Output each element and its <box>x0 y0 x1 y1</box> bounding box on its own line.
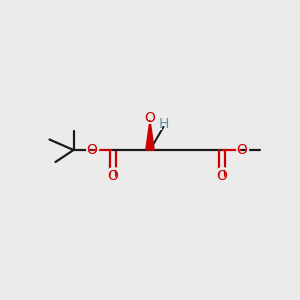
Text: O: O <box>217 169 227 182</box>
Text: O: O <box>145 112 155 125</box>
Text: O: O <box>214 167 230 184</box>
Text: H: H <box>156 116 171 134</box>
Text: O: O <box>236 143 247 157</box>
Polygon shape <box>146 120 154 150</box>
Text: O: O <box>86 143 97 157</box>
Text: O: O <box>107 169 118 182</box>
Text: O: O <box>105 167 120 184</box>
Text: O: O <box>234 141 249 159</box>
Text: H: H <box>158 118 169 131</box>
Text: O: O <box>84 141 99 159</box>
Text: O: O <box>142 110 158 128</box>
